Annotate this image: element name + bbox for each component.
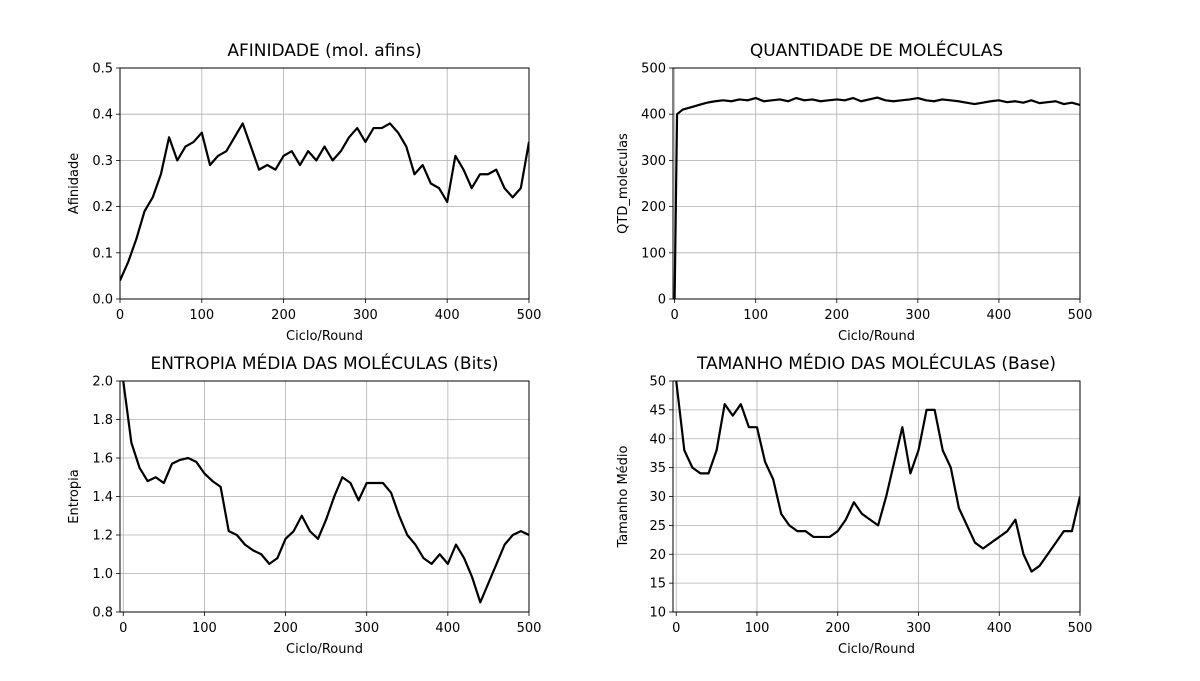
x-tick-label: 0 bbox=[119, 621, 127, 636]
y-axis-label: Tamanho Médio bbox=[616, 445, 631, 548]
y-tick-label: 45 bbox=[649, 403, 666, 418]
y-tick-label: 1.6 bbox=[92, 452, 113, 467]
x-tick-label: 300 bbox=[353, 308, 378, 323]
y-tick-label: 100 bbox=[641, 246, 666, 261]
axes-frame bbox=[119, 380, 530, 613]
y-tick-label: 1.2 bbox=[92, 529, 113, 544]
y-tick-label: 0.1 bbox=[92, 246, 113, 261]
y-tick-label: 0.0 bbox=[92, 293, 113, 308]
chart-title: AFINIDADE (mol. afins) bbox=[227, 41, 421, 61]
y-tick-label: 25 bbox=[649, 519, 666, 534]
x-tick-label: 300 bbox=[906, 621, 931, 636]
x-tick-label: 100 bbox=[745, 621, 770, 636]
x-axis-label: Ciclo/Round bbox=[286, 329, 363, 344]
y-tick-label: 0.2 bbox=[92, 200, 113, 215]
x-tick-label: 300 bbox=[905, 308, 930, 323]
chart-title: QUANTIDADE DE MOLÉCULAS bbox=[750, 39, 1003, 61]
y-tick-label: 15 bbox=[649, 577, 666, 592]
y-tick-label: 300 bbox=[641, 154, 666, 169]
x-tick-label: 200 bbox=[271, 308, 296, 323]
x-tick-label: 0 bbox=[116, 308, 124, 323]
chart-title: ENTROPIA MÉDIA DAS MOLÉCULAS (Bits) bbox=[151, 352, 499, 374]
axes-frame bbox=[119, 67, 530, 300]
y-axis-label: QTD_moleculas bbox=[616, 133, 631, 234]
plot-area bbox=[673, 96, 1080, 299]
x-tick-label: 400 bbox=[987, 308, 1012, 323]
axes-frame bbox=[672, 67, 1081, 300]
y-tick-label: 2.0 bbox=[92, 375, 113, 390]
y-tick-label: 1.4 bbox=[92, 490, 113, 505]
y-tick-label: 30 bbox=[649, 490, 666, 505]
y-tick-label: 1.8 bbox=[92, 413, 113, 428]
x-tick-label: 0 bbox=[670, 308, 678, 323]
x-tick-label: 100 bbox=[189, 308, 214, 323]
chart-title: TAMANHO MÉDIO DAS MOLÉCULAS (Base) bbox=[696, 352, 1056, 374]
y-tick-label: 500 bbox=[641, 62, 666, 77]
x-tick-label: 500 bbox=[517, 308, 542, 323]
x-tick-label: 100 bbox=[192, 621, 217, 636]
y-tick-label: 200 bbox=[641, 200, 666, 215]
y-axis-label: Entropia bbox=[67, 469, 82, 523]
x-tick-label: 0 bbox=[672, 621, 680, 636]
y-tick-label: 10 bbox=[649, 606, 666, 621]
plot-area bbox=[122, 381, 529, 604]
x-tick-label: 300 bbox=[354, 621, 379, 636]
data-line bbox=[120, 122, 529, 281]
subplot: 0.8 1.0 1.2 1.4 1.6 1.8 2.0 0 100 200 300 400 500 ENT… bbox=[67, 352, 541, 657]
x-tick-label: 500 bbox=[1068, 308, 1093, 323]
x-axis-label: Ciclo/Round bbox=[286, 642, 363, 657]
x-tick-label: 100 bbox=[743, 308, 768, 323]
y-tick-label: 0.3 bbox=[92, 154, 113, 169]
y-tick-label: 0.5 bbox=[92, 62, 113, 77]
axes-frame bbox=[672, 380, 1081, 613]
x-tick-label: 500 bbox=[1068, 621, 1093, 636]
y-tick-label: 1.0 bbox=[92, 567, 113, 582]
x-axis-label: Ciclo/Round bbox=[838, 642, 915, 657]
x-tick-label: 200 bbox=[273, 621, 298, 636]
x-tick-label: 400 bbox=[435, 308, 460, 323]
y-tick-label: 20 bbox=[649, 548, 666, 563]
y-tick-label: 0.4 bbox=[92, 108, 113, 123]
x-tick-label: 500 bbox=[517, 621, 542, 636]
x-tick-label: 200 bbox=[824, 308, 849, 323]
x-tick-label: 400 bbox=[435, 621, 460, 636]
data-line bbox=[122, 381, 529, 604]
plot-area bbox=[120, 122, 529, 281]
plot-area bbox=[675, 381, 1080, 573]
data-line bbox=[673, 96, 1080, 299]
subplot: 0 100 200 300 400 500 0 100 200 300 400 500 QUANTIDA… bbox=[616, 39, 1092, 344]
y-tick-label: 50 bbox=[649, 375, 666, 390]
y-tick-label: 0 bbox=[658, 293, 666, 308]
x-axis-label: Ciclo/Round bbox=[838, 329, 915, 344]
subplot: 0.0 0.1 0.2 0.3 0.4 0.5 0 100 200 300 400 500 AFINID… bbox=[67, 41, 541, 344]
y-tick-label: 40 bbox=[649, 432, 666, 447]
x-tick-label: 400 bbox=[987, 621, 1012, 636]
x-tick-label: 200 bbox=[825, 621, 850, 636]
data-line bbox=[675, 381, 1080, 573]
y-axis-label: Afinidade bbox=[67, 153, 82, 214]
y-tick-label: 400 bbox=[641, 108, 666, 123]
y-tick-label: 0.8 bbox=[92, 606, 113, 621]
y-tick-label: 35 bbox=[649, 461, 666, 476]
